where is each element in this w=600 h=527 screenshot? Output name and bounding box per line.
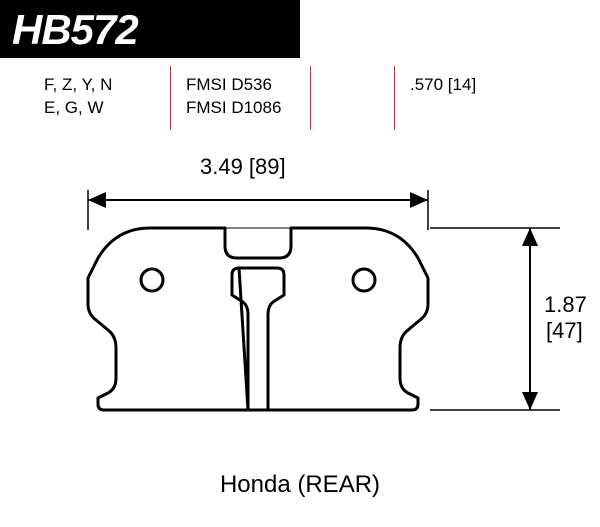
- spec-diagram: HB572 F, Z, Y, N E, G, W FMSI D536 FMSI …: [0, 0, 600, 527]
- divider-3: [394, 66, 395, 130]
- compound-codes: F, Z, Y, N E, G, W: [44, 74, 112, 120]
- height-dimension: [522, 228, 538, 410]
- fmsi-codes: FMSI D536 FMSI D1086: [186, 74, 281, 120]
- part-number: HB572: [12, 6, 138, 53]
- codes-line2: E, G, W: [44, 97, 112, 120]
- codes-line1: F, Z, Y, N: [44, 74, 112, 97]
- title-bar: HB572: [0, 0, 300, 58]
- thickness: .570 [14]: [410, 74, 476, 97]
- diagram-area: 3.49 [89] 1.87 [47]: [0, 150, 600, 490]
- height-label-2: [47]: [546, 318, 583, 344]
- thickness-spec: .570 [14]: [410, 74, 476, 97]
- divider-2: [310, 66, 311, 130]
- width-label: 3.49 [89]: [200, 154, 286, 180]
- fmsi-line2: FMSI D1086: [186, 97, 281, 120]
- height-label-1: 1.87: [544, 292, 587, 318]
- spec-row: F, Z, Y, N E, G, W FMSI D536 FMSI D1086 …: [0, 74, 600, 130]
- width-dimension: [88, 190, 428, 230]
- diagram-svg: [0, 150, 600, 490]
- divider-1: [170, 66, 171, 130]
- fmsi-line1: FMSI D536: [186, 74, 281, 97]
- brake-pad-outline: [88, 228, 428, 410]
- caption: Honda (REAR): [0, 471, 600, 499]
